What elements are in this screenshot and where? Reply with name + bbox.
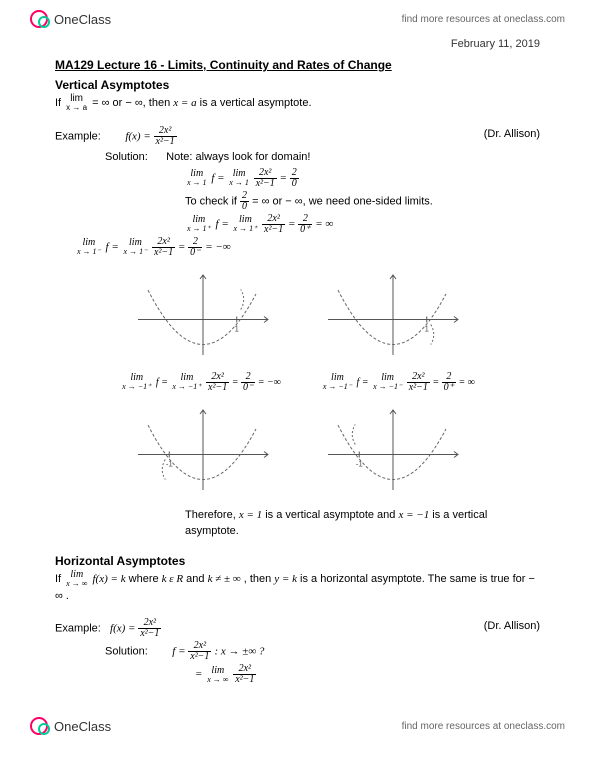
footer-brand-name: OneClass [54, 719, 111, 734]
chart-row-2: -1 -1 [55, 405, 540, 495]
example2-row: Example: f(x) = 2x²x²−1 (Dr. Allison) [55, 618, 540, 639]
solution-label: Solution: [105, 151, 148, 163]
section1-heading: Vertical Asymptotes [55, 78, 540, 92]
example-row: Example: f(x) = 2x²x²−1 (Dr. Allison) [55, 126, 540, 147]
conclusion: Therefore, x = 1 is a vertical asymptote… [185, 507, 540, 540]
eq1: limx → −1⁺ f = limx → −1⁺ 2x²x²−1 = 20⁻ … [120, 372, 281, 393]
footer-link[interactable]: find more resources at oneclass.com [402, 721, 565, 732]
intro-var: x = a [173, 97, 196, 109]
section2-intro: If limx → ∞ f(x) = k where k ε R and k ≠… [55, 570, 540, 605]
svg-text:1: 1 [234, 324, 239, 333]
chart-3: -1 [133, 405, 273, 495]
page-content: MA129 Lecture 16 - Limits, Continuity an… [0, 50, 595, 707]
main-frac: 2x²x²−1 [154, 126, 177, 147]
page-footer: OneClass find more resources at oneclass… [0, 707, 595, 745]
page-header: OneClass find more resources at oneclass… [0, 0, 595, 38]
intro-mid: = ∞ or − ∞, then [92, 97, 173, 109]
logo-icon [30, 717, 48, 735]
brand-name: OneClass [54, 12, 111, 27]
section2-heading: Horizontal Asymptotes [55, 554, 540, 568]
intro-suffix: is a vertical asymptote. [200, 97, 312, 109]
chart-1: 1 [133, 270, 273, 360]
brand-logo: OneClass [30, 10, 111, 28]
svg-text:1: 1 [424, 324, 429, 333]
example-label: Example: [55, 130, 101, 142]
limit-line-2: limx → 1⁺ f = limx → 1⁺ 2x²x²−1 = 20⁺ = … [185, 214, 540, 235]
svg-text:-1: -1 [355, 459, 363, 468]
limit-line-1: limx → 1 f = limx → 1 2x²x²−1 = 20 [185, 168, 540, 189]
header-link[interactable]: find more resources at oneclass.com [402, 14, 565, 25]
svg-text:-1: -1 [165, 459, 173, 468]
logo-icon [30, 10, 48, 28]
eq2: limx → −1⁻ f = limx → −1⁻ 2x²x²−1 = 20⁺ … [321, 372, 475, 393]
fx-label: f(x) = [125, 130, 153, 142]
limit-line-3: limx → 1⁻ f = limx → 1⁻ 2x²x²−1 = 20⁻ = … [75, 237, 540, 258]
check-line: To check if 20 = ∞ or − ∞, we need one-s… [185, 191, 540, 212]
attribution: (Dr. Allison) [484, 126, 540, 143]
intro-prefix: If [55, 97, 64, 109]
note: Note: always look for domain! [166, 151, 310, 163]
solution-row: Solution: Note: always look for domain! [105, 149, 540, 166]
solution2-row: Solution: f = 2x²x²−1 : x → ±∞ ? [105, 641, 540, 662]
section1-intro: If limx → a = ∞ or − ∞, then x = a is a … [55, 94, 540, 112]
page-date: February 11, 2019 [0, 38, 595, 50]
eq-row-1: limx → −1⁺ f = limx → −1⁺ 2x²x²−1 = 20⁻ … [55, 372, 540, 393]
chart-4: -1 [323, 405, 463, 495]
lim-symbol: limx → a [66, 94, 87, 112]
chart-2: 1 [323, 270, 463, 360]
solution2-line2: = limx → ∞ 2x²x²−1 [195, 664, 540, 685]
footer-logo: OneClass [30, 717, 111, 735]
attribution2: (Dr. Allison) [484, 618, 540, 635]
lecture-title: MA129 Lecture 16 - Limits, Continuity an… [55, 58, 540, 72]
chart-row-1: 1 1 [55, 270, 540, 360]
